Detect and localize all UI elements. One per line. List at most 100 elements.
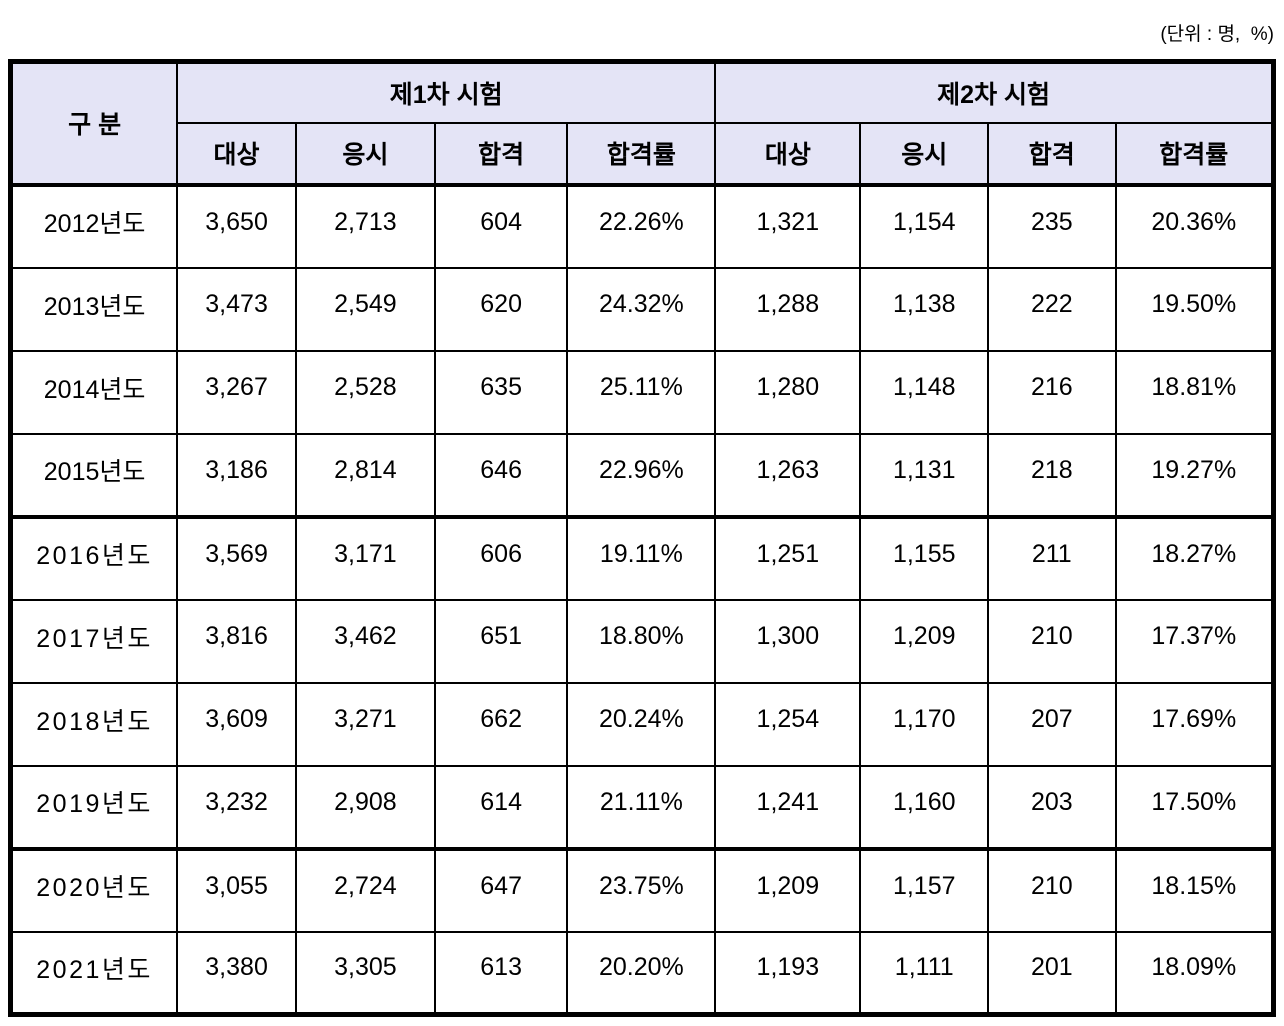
data-cell: 3,650 — [176, 183, 297, 269]
data-cell: 1,148 — [859, 349, 990, 435]
data-cell: 216 — [987, 349, 1117, 435]
data-cell: 3,186 — [176, 432, 297, 518]
data-cell: 3,055 — [176, 846, 297, 933]
data-cell: 647 — [433, 846, 569, 933]
exam-stats-table: 구 분 제1차 시험 제2차 시험 대상 응시 합격 합격률 대상 응시 합격 … — [8, 59, 1276, 1017]
data-cell: 210 — [987, 598, 1117, 684]
table-row: 2015년도 3,186 2,814 646 22.96% 1,263 1,13… — [9, 432, 1275, 518]
data-cell: 17.50% — [1114, 764, 1275, 850]
data-cell: 1,131 — [859, 432, 990, 518]
table-row: 2019년도 3,232 2,908 614 21.11% 1,241 1,16… — [9, 764, 1275, 850]
data-cell: 24.32% — [566, 266, 717, 352]
data-cell: 2,713 — [294, 183, 436, 269]
column-header-exam1-applied: 응시 — [294, 121, 436, 187]
data-cell: 1,157 — [859, 846, 990, 933]
table-row: 2020년도 3,055 2,724 647 23.75% 1,209 1,15… — [9, 846, 1275, 933]
data-cell: 3,609 — [176, 681, 297, 767]
data-cell: 604 — [433, 183, 569, 269]
data-cell: 21.11% — [566, 764, 717, 850]
data-cell: 1,154 — [859, 183, 990, 269]
data-cell: 1,111 — [859, 930, 990, 1016]
data-cell: 23.75% — [566, 846, 717, 933]
data-cell: 1,280 — [714, 349, 862, 435]
year-cell: 2018년도 — [9, 681, 179, 767]
data-cell: 1,263 — [714, 432, 862, 518]
year-cell: 2012년도 — [9, 183, 179, 269]
data-cell: 218 — [987, 432, 1117, 518]
data-cell: 17.37% — [1114, 598, 1275, 684]
data-cell: 2,724 — [294, 846, 436, 933]
data-cell: 201 — [987, 930, 1117, 1016]
data-cell: 210 — [987, 846, 1117, 933]
year-cell: 2020년도 — [9, 846, 179, 933]
data-cell: 1,138 — [859, 266, 990, 352]
table-row: 2018년도 3,609 3,271 662 20.24% 1,254 1,17… — [9, 681, 1275, 767]
data-cell: 25.11% — [566, 349, 717, 435]
column-header-exam1-passed: 합격 — [433, 121, 569, 187]
data-cell: 211 — [987, 514, 1117, 601]
data-cell: 1,300 — [714, 598, 862, 684]
data-cell: 18.27% — [1114, 514, 1275, 601]
data-cell: 3,232 — [176, 764, 297, 850]
data-cell: 22.96% — [566, 432, 717, 518]
column-header-exam2-applied: 응시 — [859, 121, 990, 187]
table-body: 2012년도 3,650 2,713 604 22.26% 1,321 1,15… — [9, 183, 1275, 1016]
data-cell: 18.80% — [566, 598, 717, 684]
data-cell: 3,473 — [176, 266, 297, 352]
data-cell: 20.36% — [1114, 183, 1275, 269]
data-cell: 18.09% — [1114, 930, 1275, 1016]
year-cell: 2013년도 — [9, 266, 179, 352]
data-cell: 18.15% — [1114, 846, 1275, 933]
data-cell: 3,569 — [176, 514, 297, 601]
data-cell: 22.26% — [566, 183, 717, 269]
corner-header: 구 분 — [9, 60, 179, 187]
data-cell: 17.69% — [1114, 681, 1275, 767]
data-cell: 620 — [433, 266, 569, 352]
data-cell: 3,171 — [294, 514, 436, 601]
data-cell: 1,155 — [859, 514, 990, 601]
data-cell: 3,271 — [294, 681, 436, 767]
data-cell: 1,254 — [714, 681, 862, 767]
data-cell: 20.20% — [566, 930, 717, 1016]
data-cell: 1,241 — [714, 764, 862, 850]
data-cell: 3,267 — [176, 349, 297, 435]
year-cell: 2015년도 — [9, 432, 179, 518]
data-cell: 3,816 — [176, 598, 297, 684]
data-cell: 235 — [987, 183, 1117, 269]
data-cell: 20.24% — [566, 681, 717, 767]
header-group-row: 구 분 제1차 시험 제2차 시험 — [9, 60, 1275, 187]
header-sub-row: 대상 응시 합격 합격률 대상 응시 합격 합격률 — [11, 121, 1275, 187]
data-cell: 3,305 — [294, 930, 436, 1016]
data-cell: 1,160 — [859, 764, 990, 850]
data-cell: 606 — [433, 514, 569, 601]
column-header-exam2-pass-rate: 합격률 — [1114, 121, 1275, 187]
column-header-exam2-passed: 합격 — [987, 121, 1117, 187]
data-cell: 222 — [987, 266, 1117, 352]
data-cell: 646 — [433, 432, 569, 518]
data-cell: 3,380 — [176, 930, 297, 1016]
year-cell: 2014년도 — [9, 349, 179, 435]
year-cell: 2021년도 — [9, 930, 179, 1016]
data-cell: 613 — [433, 930, 569, 1016]
data-cell: 651 — [433, 598, 569, 684]
data-cell: 1,209 — [859, 598, 990, 684]
table-row: 2013년도 3,473 2,549 620 24.32% 1,288 1,13… — [9, 266, 1275, 352]
column-header-exam2-target: 대상 — [714, 121, 862, 187]
group-header-exam1: 제1차 시험 — [176, 60, 717, 124]
data-cell: 19.27% — [1114, 432, 1275, 518]
unit-label: (단위 : 명, %) — [1160, 24, 1274, 45]
data-cell: 2,549 — [294, 266, 436, 352]
data-cell: 1,321 — [714, 183, 862, 269]
table-row: 2016년도 3,569 3,171 606 19.11% 1,251 1,15… — [9, 514, 1275, 601]
data-cell: 1,251 — [714, 514, 862, 601]
data-cell: 2,814 — [294, 432, 436, 518]
data-cell: 1,288 — [714, 266, 862, 352]
data-cell: 203 — [987, 764, 1117, 850]
table-row: 2012년도 3,650 2,713 604 22.26% 1,321 1,15… — [9, 183, 1275, 269]
year-cell: 2016년도 — [9, 514, 179, 601]
table-header: 구 분 제1차 시험 제2차 시험 대상 응시 합격 합격률 대상 응시 합격 … — [9, 60, 1275, 187]
data-cell: 207 — [987, 681, 1117, 767]
data-cell: 662 — [433, 681, 569, 767]
year-cell: 2019년도 — [9, 764, 179, 850]
column-header-exam1-pass-rate: 합격률 — [566, 121, 717, 187]
